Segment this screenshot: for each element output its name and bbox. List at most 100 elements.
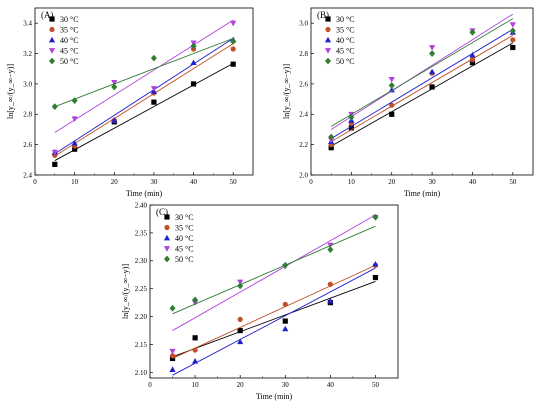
x-tick-label: 50 xyxy=(230,178,238,186)
data-point xyxy=(327,281,333,287)
y-axis-label: ln[y_∞/(y_∞−y)] xyxy=(6,64,15,119)
x-tick-label: 0 xyxy=(148,381,152,389)
y-axis-label: ln[y_∞/(y_∞−y)] xyxy=(282,64,291,119)
data-point xyxy=(190,59,197,66)
data-point xyxy=(237,279,244,286)
data-point xyxy=(469,28,476,36)
fit-line xyxy=(54,37,234,155)
data-point xyxy=(111,83,118,91)
data-point xyxy=(328,133,335,141)
data-point xyxy=(111,117,118,123)
fit-line xyxy=(330,28,514,139)
series-1 xyxy=(169,262,379,359)
data-point xyxy=(190,42,197,50)
y-tick-label: 2.40 xyxy=(135,201,148,209)
fit-line xyxy=(330,13,514,130)
data-point xyxy=(372,260,379,267)
chart-panel-1: 0 10 20 30 40 50 2.0 2.2 2.4 2.6 2.8 3.0 Time (min) l… xyxy=(282,7,534,198)
chart-panel-2: 0 10 20 30 40 50 2.10 2.15 2.20 2.25 2.30 2.35 2.40 T… xyxy=(121,201,399,401)
series-2 xyxy=(169,260,379,376)
y-tick-label: 2.2 xyxy=(299,141,308,149)
series-3 xyxy=(51,19,237,156)
y-tick-label: 2.25 xyxy=(135,285,148,293)
y-tick-label: 2.4 xyxy=(299,111,308,119)
legend-entry: 50 °C xyxy=(175,255,194,264)
fit-line xyxy=(330,42,514,147)
data-point xyxy=(150,54,157,62)
data-point xyxy=(192,347,198,353)
data-point xyxy=(388,82,395,89)
y-tick-label: 2.6 xyxy=(299,80,308,88)
x-axis-label: Time (min) xyxy=(256,392,293,401)
data-point xyxy=(389,111,395,117)
legend-entry: 35 °C xyxy=(60,26,79,35)
data-point xyxy=(230,46,236,52)
y-tick-label: 2.8 xyxy=(23,111,32,119)
data-point xyxy=(282,261,289,269)
series-1 xyxy=(52,43,236,158)
series-0 xyxy=(169,274,379,362)
y-tick-label: 2.15 xyxy=(135,341,148,349)
legend-marker xyxy=(49,16,55,22)
data-point xyxy=(190,81,197,87)
y-tick-label: 2.8 xyxy=(299,50,308,58)
data-point xyxy=(111,79,118,86)
legend-entry: 30 °C xyxy=(60,15,79,24)
data-point xyxy=(509,27,516,35)
x-tick-label: 10 xyxy=(348,178,356,186)
legend-marker xyxy=(49,26,55,33)
legend: 30 °C 35 °C40 °C 45 °C50 °C xyxy=(324,15,355,66)
legend-entry: 40 °C xyxy=(175,234,194,243)
legend-marker xyxy=(163,234,171,241)
x-tick-label: 30 xyxy=(429,178,437,186)
fit-line xyxy=(172,281,376,358)
data-point xyxy=(51,103,58,111)
x-tick-label: 50 xyxy=(372,381,380,389)
data-point xyxy=(469,57,476,63)
x-tick-label: 20 xyxy=(388,178,396,186)
legend-entry: 50 °C xyxy=(60,57,79,66)
data-point xyxy=(510,44,516,51)
data-point xyxy=(510,37,516,43)
data-point xyxy=(469,51,476,58)
data-point xyxy=(282,318,288,324)
y-tick-label: 2.4 xyxy=(23,171,32,179)
legend-marker xyxy=(324,36,332,43)
series-0 xyxy=(328,42,516,151)
legend-entry: 40 °C xyxy=(336,36,355,45)
data-point xyxy=(169,355,176,362)
data-point xyxy=(71,97,78,105)
y-tick-label: 2.0 xyxy=(299,171,308,179)
series-2 xyxy=(51,36,237,155)
x-tick-label: 30 xyxy=(282,381,290,389)
x-tick-label: 50 xyxy=(509,178,517,186)
legend: 30 °C 35 °C40 °C 45 °C50 °C xyxy=(48,15,79,66)
series-4 xyxy=(51,37,237,111)
legend-entry: 30 °C xyxy=(336,15,355,24)
x-tick-label: 40 xyxy=(469,178,477,186)
y-tick-label: 2.20 xyxy=(135,313,148,321)
data-point xyxy=(327,246,334,254)
data-point xyxy=(150,86,158,92)
data-point xyxy=(192,335,198,341)
legend-marker xyxy=(164,224,170,231)
fit-line xyxy=(330,34,514,142)
data-point xyxy=(230,61,236,67)
data-point xyxy=(348,113,355,121)
data-point xyxy=(469,60,476,66)
series-3 xyxy=(169,214,379,355)
data-point xyxy=(52,161,58,167)
data-point xyxy=(388,76,395,83)
data-point xyxy=(51,149,58,156)
legend-marker xyxy=(324,48,332,54)
x-tick-label: 40 xyxy=(327,381,335,389)
legend-entry: 45 °C xyxy=(175,245,194,254)
plot-frame xyxy=(34,7,254,176)
data-point xyxy=(192,296,199,304)
y-tick-label: 2.30 xyxy=(135,257,148,265)
legend-marker xyxy=(163,246,171,252)
legend-entry: 35 °C xyxy=(336,26,355,35)
legend-marker xyxy=(164,214,170,220)
y-tick-label: 2.6 xyxy=(23,141,32,149)
